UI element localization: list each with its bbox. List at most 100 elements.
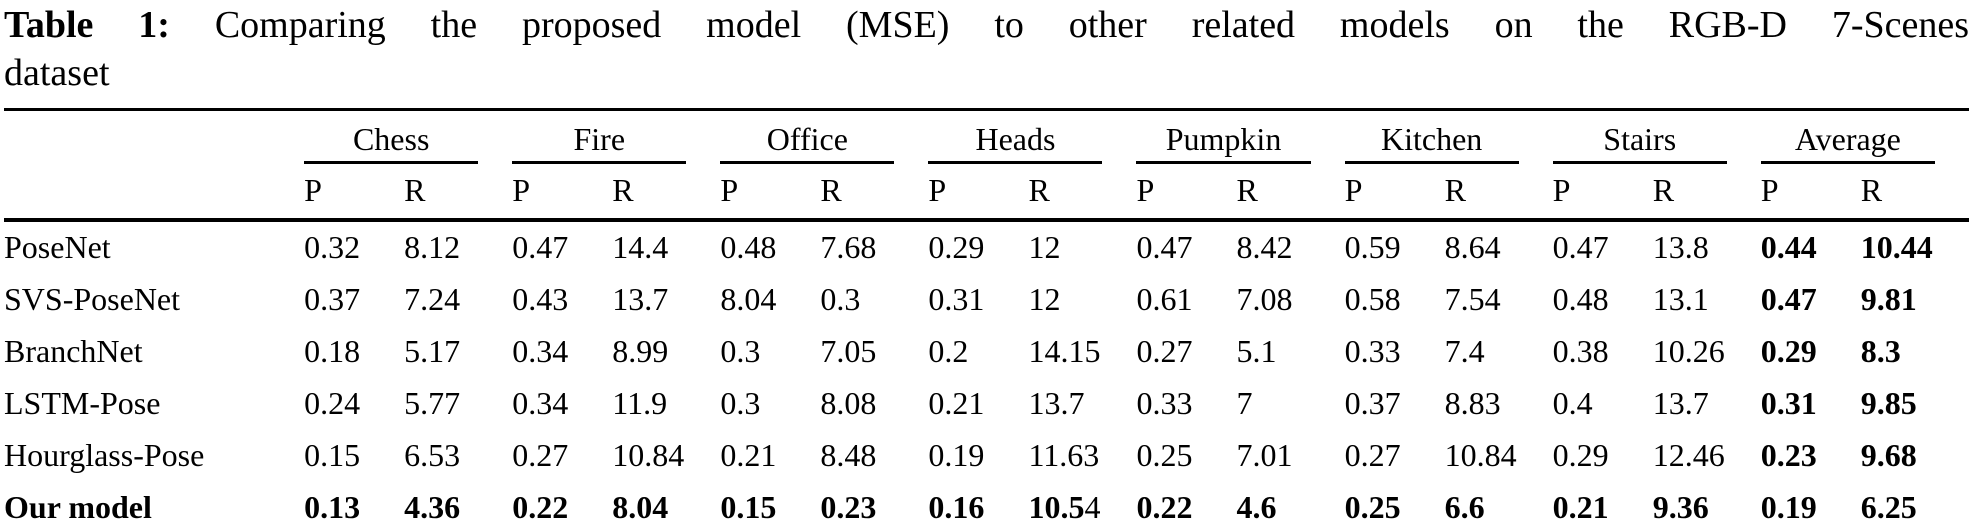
value-cell: 9.36 — [1652, 488, 1709, 525]
metric-subheader: P — [1344, 163, 1445, 222]
value-cell: 0.21 — [1552, 488, 1609, 525]
metric-subheader: P — [1760, 163, 1861, 222]
value-cell: 9.81 — [1860, 280, 1917, 317]
value-cell: 0.3 — [720, 332, 761, 369]
value-cell: 0.19 — [928, 436, 985, 473]
metric-subheader: P — [720, 163, 821, 222]
value-cell: 8.48 — [820, 436, 877, 473]
metric-subheader: R — [1028, 163, 1137, 222]
value-cell: 8.08 — [820, 384, 877, 421]
value-cell: 0.21 — [928, 384, 985, 421]
value-cell: 0.16 — [928, 488, 985, 525]
table-row: LSTM-Pose 0.24 5.77 0.34 11.9 0.3 8.08 0.21 13.7… — [4, 378, 1969, 430]
scene-group-header: Chess — [304, 109, 512, 164]
metric-subheader: R — [1444, 163, 1553, 222]
value-cell: 0.25 — [1136, 436, 1193, 473]
value-cell: 10.54 — [1028, 488, 1101, 525]
value-cell: 7.08 — [1236, 280, 1293, 317]
value-cell: 7 — [1236, 384, 1253, 421]
value-cell: 0.47 — [1552, 228, 1609, 265]
metric-subheader: P — [1136, 163, 1237, 222]
value-cell: 0.3 — [820, 280, 861, 317]
caption-line-2: dataset — [4, 51, 110, 94]
value-cell: 0.19 — [1760, 488, 1817, 525]
value-cell: 0.23 — [1760, 436, 1817, 473]
scene-group-header: Average — [1760, 109, 1969, 164]
scene-group-header: Heads — [928, 109, 1136, 164]
metric-subheader: R — [612, 163, 721, 222]
value-cell: 8.64 — [1444, 228, 1501, 265]
value-cell: 0.47 — [1760, 280, 1817, 317]
value-cell: 0.22 — [1136, 488, 1193, 525]
value-cell: 0.61 — [1136, 280, 1193, 317]
value-cell: 11.9 — [612, 384, 668, 421]
value-cell: 12 — [1028, 228, 1061, 265]
value-cell: 8.83 — [1444, 384, 1501, 421]
metric-subheader: R — [1652, 163, 1761, 222]
value-cell: 8.42 — [1236, 228, 1293, 265]
metric-subheader: R — [404, 163, 513, 222]
model-name: Our model — [4, 488, 152, 525]
pr-header-spacer — [4, 163, 305, 222]
caption-label: Table 1: — [4, 4, 170, 46]
value-cell: 6.25 — [1860, 488, 1917, 525]
scene-group-label: Heads — [928, 121, 1103, 164]
value-cell: 7.01 — [1236, 436, 1293, 473]
value-cell: 12 — [1028, 280, 1061, 317]
value-cell: 9.68 — [1860, 436, 1917, 473]
value-cell: 0.21 — [720, 436, 777, 473]
metric-subheader: P — [1552, 163, 1653, 222]
results-table: Chess Fire Office Heads Pumpkin Kitchen Stairs… — [4, 107, 1969, 529]
metric-subheader: R — [820, 163, 929, 222]
metric-subheader: P — [512, 163, 613, 222]
value-cell: 0.31 — [1760, 384, 1817, 421]
caption-text: Comparing the proposed model (MSE) to ot… — [214, 4, 1970, 46]
scene-group-label: Fire — [512, 121, 687, 164]
model-name: Hourglass-Pose — [4, 436, 205, 473]
value-cell: 13.7 — [1028, 384, 1085, 421]
scene-group-label: Kitchen — [1344, 121, 1519, 164]
value-cell: 0.47 — [1136, 228, 1193, 265]
value-cell: 0.27 — [512, 436, 569, 473]
table-row: BranchNet 0.18 5.17 0.34 8.99 0.3 7.05 0.2 14.15… — [4, 326, 1969, 378]
value-cell: 0.44 — [1760, 228, 1817, 265]
scene-group-header: Pumpkin — [1136, 109, 1344, 164]
value-cell: 0.13 — [304, 488, 361, 525]
value-cell: 14.4 — [612, 228, 669, 265]
value-cell: 0.29 — [1552, 436, 1609, 473]
value-cell: 9.85 — [1860, 384, 1917, 421]
value-cell: 0.38 — [1552, 332, 1609, 369]
value-cell: 13.7 — [1652, 384, 1709, 421]
value-cell: 0.43 — [512, 280, 569, 317]
model-name: PoseNet — [4, 228, 111, 265]
table-caption: Table 1: Comparing the proposed model (M… — [4, 2, 1969, 98]
model-name: SVS-PoseNet — [4, 280, 181, 317]
value-cell: 0.18 — [304, 332, 361, 369]
metric-subheader: R — [1860, 163, 1969, 222]
table-row: SVS-PoseNet 0.37 7.24 0.43 13.7 8.04 0.3 0.31 12… — [4, 274, 1969, 326]
value-cell: 8.3 — [1860, 332, 1901, 369]
value-cell: 0.29 — [1760, 332, 1817, 369]
model-name: BranchNet — [4, 332, 143, 369]
value-cell: 0.58 — [1344, 280, 1401, 317]
value-cell: 13.1 — [1652, 280, 1709, 317]
value-cell: 14.15 — [1028, 332, 1101, 369]
scene-group-header: Kitchen — [1344, 109, 1553, 164]
value-cell: 0.59 — [1344, 228, 1401, 265]
scene-group-label: Chess — [304, 121, 479, 164]
value-cell: 0.27 — [1344, 436, 1401, 473]
table-row: PoseNet 0.32 8.12 0.47 14.4 0.48 7.68 0.29 12 0.4… — [4, 220, 1969, 274]
value-cell: 0.23 — [820, 488, 877, 525]
scene-group-header: Stairs — [1552, 109, 1761, 164]
value-cell: 7.24 — [404, 280, 461, 317]
value-cell: 7.05 — [820, 332, 877, 369]
value-cell: 0.37 — [304, 280, 361, 317]
scene-group-label: Office — [720, 121, 895, 164]
value-cell: 0.33 — [1344, 332, 1401, 369]
value-cell: 7.4 — [1444, 332, 1485, 369]
value-cell: 5.77 — [404, 384, 461, 421]
value-cell: 13.8 — [1652, 228, 1709, 265]
value-cell: 8.04 — [612, 488, 669, 525]
value-cell: 0.22 — [512, 488, 569, 525]
